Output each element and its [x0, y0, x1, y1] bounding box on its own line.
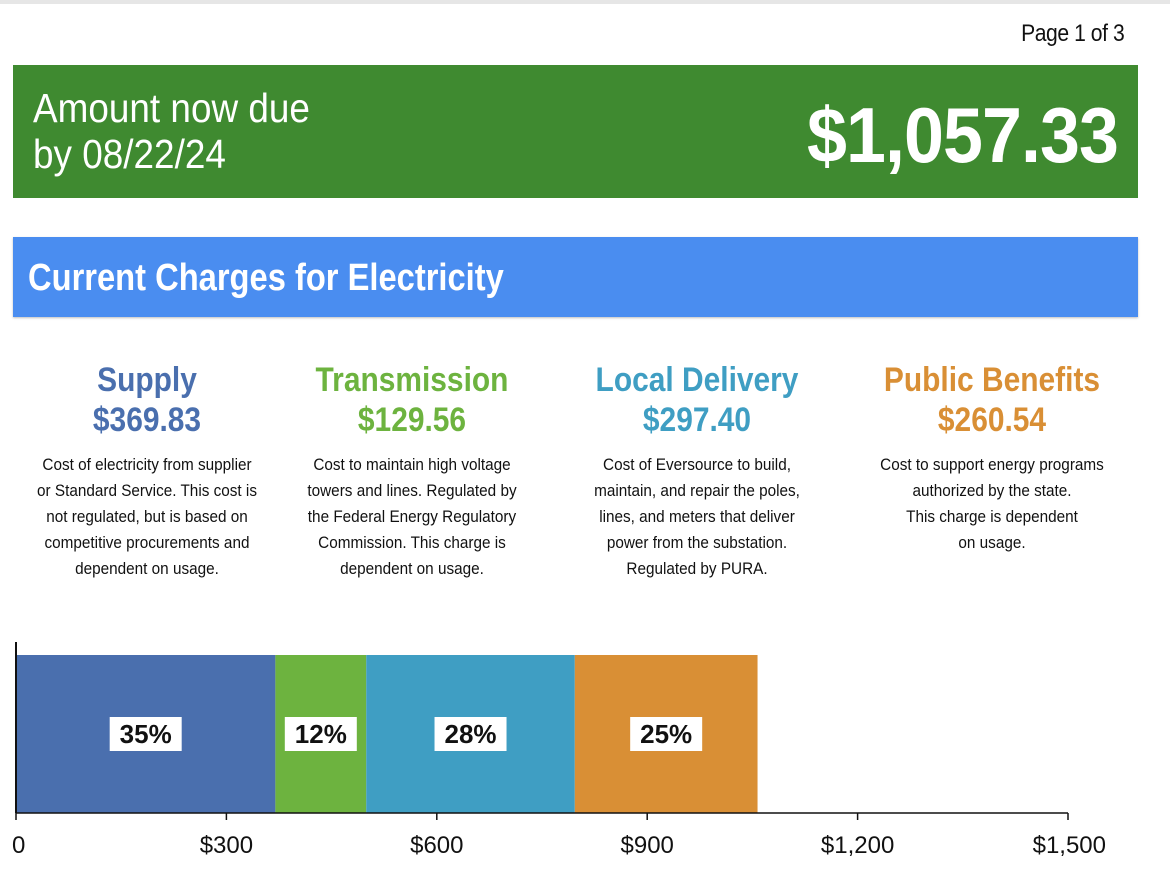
description-line: lines, and meters that deliver	[599, 507, 795, 526]
description-line: on usage.	[958, 533, 1026, 552]
description-line: Cost to support energy programs	[880, 455, 1104, 474]
description-line: authorized by the state.	[912, 481, 1072, 500]
section-header: Current Charges for Electricity	[13, 237, 1138, 317]
description-line: maintain, and repair the poles,	[594, 481, 800, 500]
category-description: Cost to support energy programs authoriz…	[871, 452, 1114, 556]
bar-label-box-public-benefits	[630, 717, 703, 751]
bar-label-box-supply	[109, 717, 182, 751]
bar-label-box-local-delivery	[434, 717, 507, 751]
description-line: power from the substation.	[606, 533, 788, 552]
description-line: Cost of electricity from supplier	[42, 455, 252, 474]
x-tick-label: $1,500	[1033, 832, 1106, 859]
bar-label-box-transmission	[284, 717, 357, 751]
description-line: dependent on usage.	[340, 559, 484, 578]
category-description: Cost of electricity from supplier or Sta…	[26, 452, 269, 582]
section-title: Current Charges for Electricity	[28, 257, 504, 299]
x-tick-label: $300	[200, 832, 253, 859]
category-amount: $129.56	[357, 401, 467, 439]
category-amount: $297.40	[642, 401, 752, 439]
category-amount: $369.83	[92, 401, 202, 439]
amount-due-label-line1: Amount now due	[33, 85, 310, 131]
category-public-benefits: Public Benefits $260.54 Cost to support …	[857, 360, 1127, 556]
description-line: This charge is dependent	[906, 507, 1078, 526]
category-amount: $260.54	[937, 401, 1047, 439]
description-line: competitive procurements and	[44, 533, 250, 552]
amount-due-value: $1,057.33	[807, 91, 1119, 179]
amount-due-label-line2: by 08/22/24	[33, 131, 226, 177]
description-line: towers and lines. Regulated by	[307, 481, 517, 500]
description-line: the Federal Energy Regulatory	[307, 507, 517, 526]
category-local-delivery: Local Delivery $297.40 Cost of Eversourc…	[562, 360, 832, 582]
description-line: Commission. This charge is	[318, 533, 506, 552]
description-line: not regulated, but is based on	[46, 507, 248, 526]
x-tick-label: $900	[621, 832, 674, 859]
category-supply: Supply $369.83 Cost of electricity from …	[12, 360, 282, 582]
category-name: Supply	[97, 361, 197, 399]
stacked-bar-chart: 35% 12% 28% 25% 0 $300 $600 $900 $1,200 $1,500	[12, 642, 1106, 859]
bar-label-supply: 35%	[120, 719, 172, 749]
amount-due-banner: Amount now due by 08/22/24 $1,057.33	[13, 65, 1138, 198]
top-divider	[0, 0, 1170, 4]
x-tick-label: $600	[410, 832, 463, 859]
page-indicator: Page 1 of 3	[1020, 20, 1125, 47]
description-line: Cost of Eversource to build,	[603, 455, 791, 474]
category-name: Local Delivery	[595, 361, 799, 399]
category-description: Cost to maintain high voltage towers and…	[291, 452, 534, 582]
description-line: Cost to maintain high voltage	[313, 455, 511, 474]
x-tick-label: $1,200	[821, 832, 894, 859]
bar-label-public-benefits: 25%	[640, 719, 692, 749]
category-name: Public Benefits	[883, 361, 1101, 399]
category-name: Transmission	[315, 361, 509, 399]
bar-label-transmission: 12%	[295, 719, 347, 749]
description-line: dependent on usage.	[75, 559, 219, 578]
description-line: Regulated by PURA.	[626, 559, 768, 578]
bar-label-local-delivery: 28%	[445, 719, 497, 749]
x-tick-label: 0	[12, 832, 25, 859]
category-transmission: Transmission $129.56 Cost to maintain hi…	[277, 360, 547, 582]
description-line: or Standard Service. This cost is	[37, 481, 257, 500]
amount-due-label: Amount now due by 08/22/24	[33, 85, 310, 177]
category-description: Cost of Eversource to build, maintain, a…	[576, 452, 819, 582]
